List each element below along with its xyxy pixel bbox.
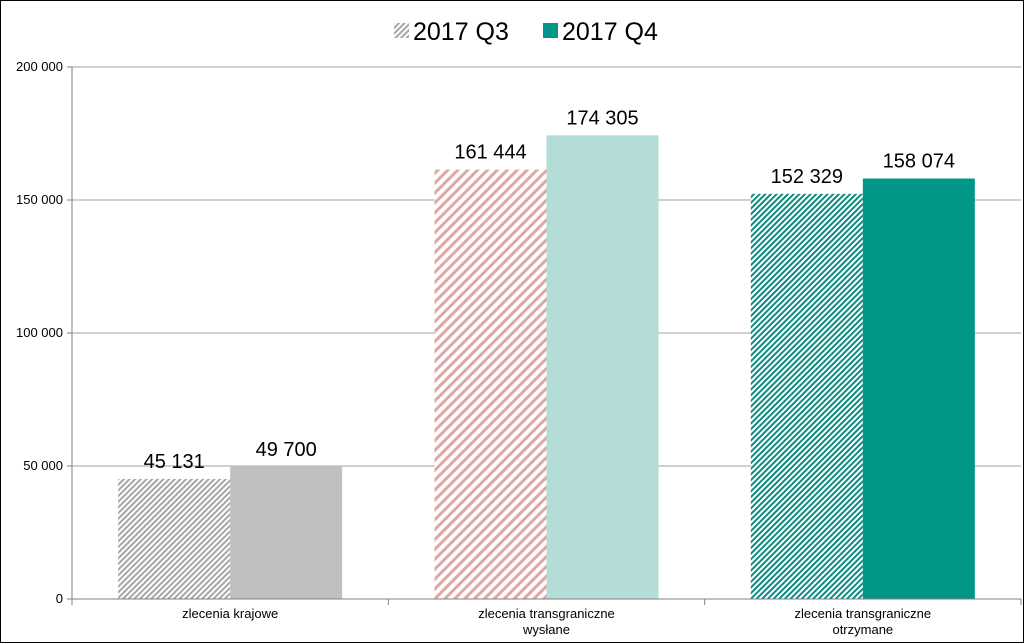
y-tick-label: 200 000 <box>16 59 63 74</box>
data-label: 174 305 <box>566 107 638 129</box>
data-label: 161 444 <box>454 142 526 164</box>
legend-label: 2017 Q4 <box>562 18 658 46</box>
axes: 0 50 000 100 000 150 000 200 000 zlecenia kra… <box>16 59 1022 637</box>
bar-q3 <box>750 193 863 599</box>
data-labels: 45 131 49 700 161 444 174 305 152 329 158 074 <box>144 107 955 473</box>
legend: 2017 Q3 2017 Q4 <box>394 18 658 46</box>
x-category-label: zlecenia krajowe <box>182 606 278 621</box>
x-category-label-line: wysłane <box>522 622 570 637</box>
legend-label: 2017 Q3 <box>413 18 509 46</box>
bar-q3 <box>118 478 231 599</box>
y-tick-label: 150 000 <box>16 192 63 207</box>
legend-swatch <box>543 23 558 38</box>
bar-q4 <box>546 135 659 599</box>
bar-q3 <box>434 169 547 599</box>
legend-swatch <box>394 23 409 38</box>
data-label: 49 700 <box>256 439 317 461</box>
data-label: 45 131 <box>144 451 205 473</box>
x-category-label: zlecenia transgraniczne wysłane <box>478 606 615 637</box>
x-category-label: zlecenia transgraniczne otrzymane <box>795 606 932 637</box>
y-tick-label: 100 000 <box>16 325 63 340</box>
bar-q4 <box>862 178 975 599</box>
y-tick-label: 50 000 <box>23 458 63 473</box>
x-category-label-line: otrzymane <box>832 622 893 637</box>
data-label: 158 074 <box>883 151 955 173</box>
data-label: 152 329 <box>771 166 843 188</box>
x-category-label-line: zlecenia krajowe <box>182 606 278 621</box>
x-category-label-line: zlecenia transgraniczne <box>478 606 615 621</box>
bars <box>118 135 975 599</box>
x-category-label-line: zlecenia transgraniczne <box>795 606 932 621</box>
y-tick-label: 0 <box>56 591 63 606</box>
bar-q4 <box>230 466 343 599</box>
